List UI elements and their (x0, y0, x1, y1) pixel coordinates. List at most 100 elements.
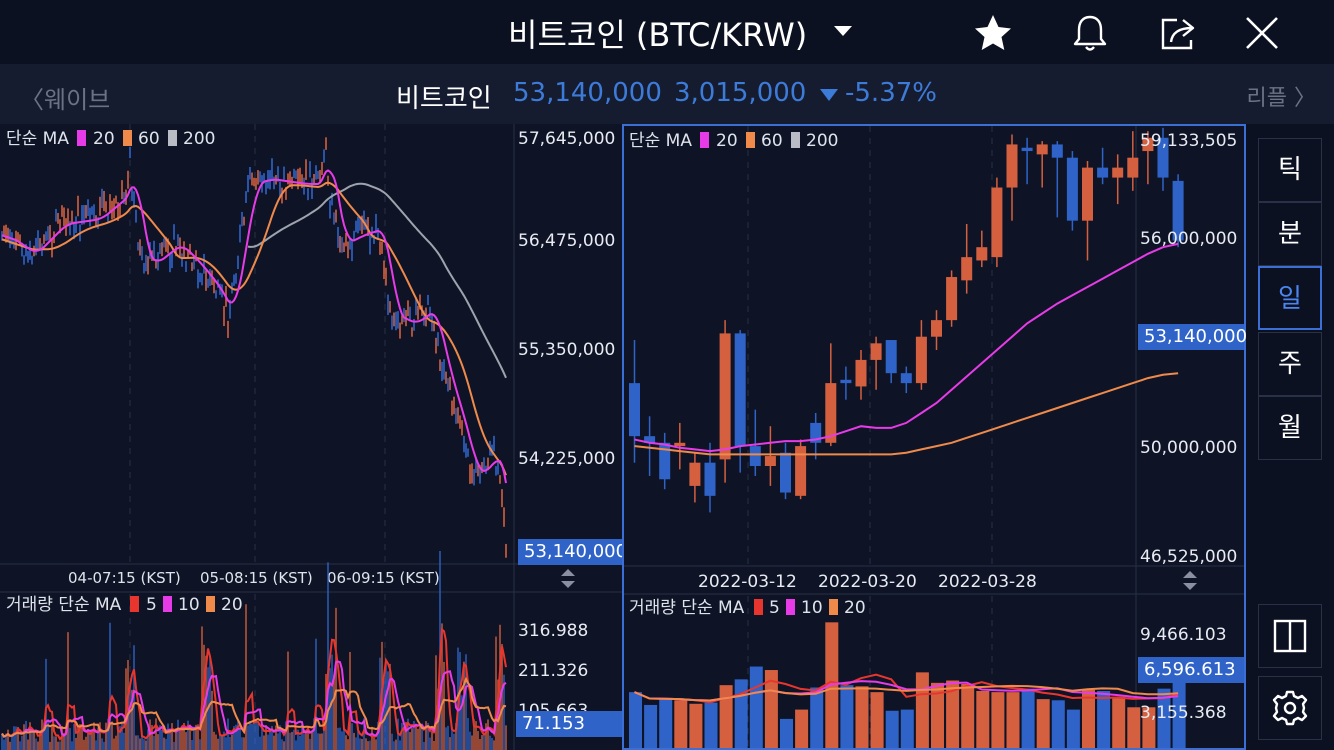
left-ma20-line (1, 169, 507, 484)
volume-bar (855, 686, 869, 748)
split-view-button[interactable] (1258, 604, 1322, 668)
candle (1112, 154, 1124, 205)
candle (855, 349, 867, 400)
star-icon[interactable] (972, 12, 1014, 54)
volume-bar (900, 709, 914, 748)
candle (1097, 147, 1109, 185)
right-chart-panel[interactable]: 단순 MA 20 60 200 59,133,505 56,000,000 50… (622, 124, 1247, 750)
price-change-percent: -5.37% (845, 78, 937, 108)
candle (976, 230, 988, 268)
ma-legend-label: 단순 MA (6, 129, 69, 149)
resize-handle-icon[interactable] (1183, 571, 1197, 590)
bell-icon[interactable] (1069, 12, 1111, 54)
candle (885, 340, 897, 384)
left-chart-svg[interactable]: 단순 MA 20 60 200 57,645,000 56,475,000 55… (0, 124, 622, 750)
volume-badge: 6,596.613 (1138, 657, 1244, 683)
timeframe-tick[interactable]: 틱 (1258, 138, 1322, 202)
timeframe-minute[interactable]: 분 (1258, 202, 1322, 266)
timeframe-week[interactable]: 주 (1258, 332, 1322, 396)
volume-bar (1127, 707, 1141, 748)
x-tick: 2022-03-20 (818, 572, 917, 592)
volume-bar (1051, 700, 1065, 748)
right-vma20-line (634, 684, 1179, 702)
x-tick: 05-08:15 (KST) (200, 569, 313, 587)
page-title[interactable]: 비트코인 (BTC/KRW) (508, 16, 808, 54)
candle (1082, 161, 1093, 261)
vma10-swatch (786, 599, 795, 615)
timeframe-month[interactable]: 월 (1258, 396, 1322, 460)
next-coin-link[interactable]: 리플 〉 (1247, 80, 1316, 112)
volume-bar (885, 710, 899, 748)
volume-bar (946, 680, 960, 748)
ma-legend-label: 단순 MA (629, 131, 692, 151)
volume-bar (734, 679, 748, 748)
volume-bar (764, 670, 778, 748)
candle (1142, 131, 1154, 185)
volume-bar (1066, 709, 1080, 748)
ma60-swatch (746, 132, 755, 148)
left-price-series (1, 137, 507, 558)
chevron-left-icon: 〈 (20, 86, 44, 114)
volume-bar (931, 682, 944, 748)
volume-bar (629, 692, 642, 748)
volume-bar (659, 699, 673, 748)
candle (991, 177, 1003, 268)
gear-icon (1272, 690, 1308, 726)
candle (900, 366, 912, 394)
candle (795, 439, 807, 500)
price-bar: 〈웨이브 비트코인 53,140,000 3,015,000 -5.37% 리플… (0, 64, 1334, 124)
right-ma20-line (634, 242, 1179, 453)
candle (659, 432, 671, 490)
volume-bar (749, 666, 763, 748)
candle (825, 343, 837, 447)
volume-bar (1006, 692, 1020, 748)
volume-bar (870, 692, 884, 748)
volume-bar (915, 672, 929, 748)
right-volume-series (629, 622, 1186, 748)
ma20-label: 20 (93, 129, 115, 149)
settings-button[interactable] (1258, 676, 1322, 740)
current-price: 53,140,000 (513, 78, 662, 108)
right-chart-svg[interactable]: 단순 MA 20 60 200 59,133,505 56,000,000 50… (624, 126, 1244, 748)
ma20-swatch (77, 130, 86, 146)
volume-y-tick: 316.988 (518, 621, 588, 641)
candle (780, 442, 791, 500)
x-tick: 06-09:15 (KST) (327, 569, 440, 587)
vma20-swatch (206, 596, 215, 612)
timeframe-selector: 틱 분 일 주 월 (1258, 138, 1322, 462)
chevron-right-icon: 〉 (1287, 86, 1316, 111)
prev-coin-link[interactable]: 〈웨이브 (20, 80, 110, 115)
y-tick: 55,350,000 (518, 340, 615, 360)
vma5-swatch (130, 596, 139, 612)
vma20-label: 20 (844, 598, 866, 618)
x-tick: 2022-03-12 (698, 572, 797, 592)
volume-y-tick: 9,466.103 (1140, 625, 1227, 645)
timeframe-day[interactable]: 일 (1258, 266, 1322, 330)
volume-y-tick: 211.326 (518, 661, 588, 681)
close-icon[interactable] (1241, 12, 1283, 54)
volume-y-tick: 3,155.368 (1140, 703, 1227, 723)
vma10-label: 10 (801, 598, 823, 618)
volume-bar (1142, 707, 1156, 748)
volume-bar (1036, 699, 1050, 748)
candle (931, 310, 942, 350)
chevron-down-icon[interactable] (834, 26, 852, 36)
volume-bar (780, 718, 793, 748)
prev-coin-label: 웨이브 (44, 86, 111, 114)
volume-bar (810, 687, 824, 748)
candle (644, 416, 656, 476)
volume-bar (1082, 689, 1095, 748)
vma5-label: 5 (769, 598, 780, 618)
down-triangle-icon (820, 89, 838, 101)
volume-bar (991, 692, 1005, 748)
ma60-label: 60 (761, 131, 783, 151)
y-tick: 59,133,505 (1140, 131, 1237, 151)
vma10-label: 10 (178, 595, 200, 615)
ma60-swatch (123, 130, 132, 146)
share-icon[interactable] (1157, 12, 1199, 54)
volume-legend-label: 거래량 단순 MA (629, 598, 745, 618)
candle (1172, 174, 1184, 248)
resize-handle-icon[interactable] (561, 569, 575, 588)
volume-bar (795, 709, 809, 748)
left-chart-panel[interactable]: 단순 MA 20 60 200 57,645,000 56,475,000 55… (0, 124, 634, 750)
